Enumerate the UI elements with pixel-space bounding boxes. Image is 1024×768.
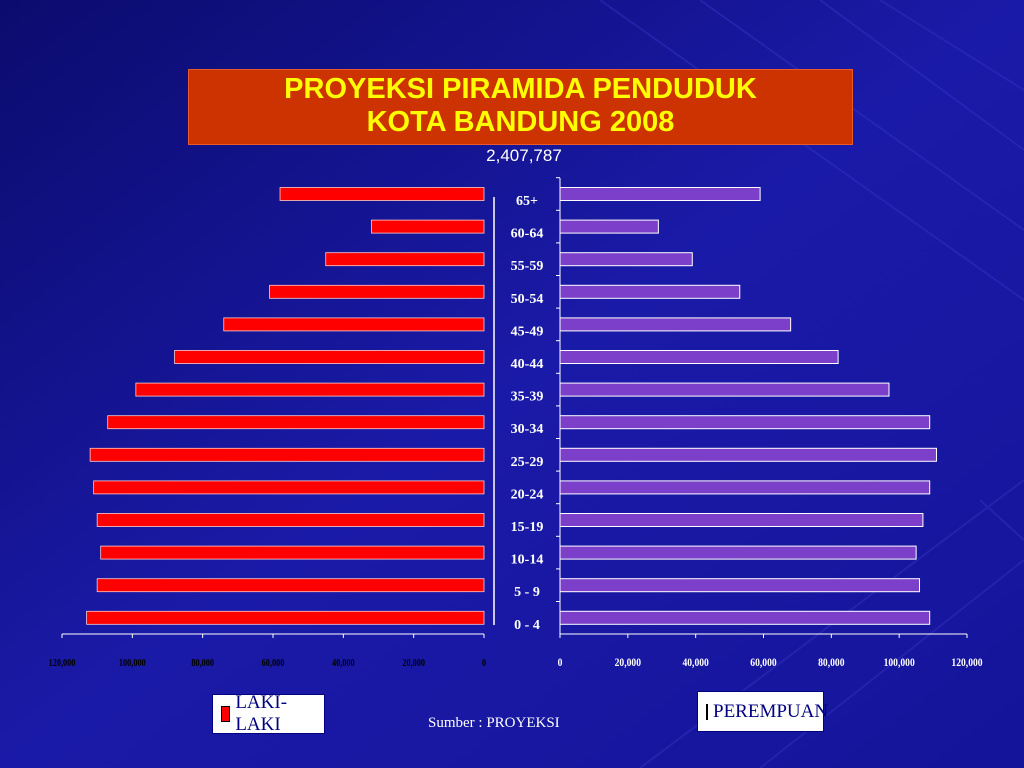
male-bar-11 <box>100 545 485 560</box>
right-x-tick-label-6: 120,000 <box>951 656 983 669</box>
male-bar-4 <box>223 317 485 332</box>
legend-female-swatch <box>706 703 708 720</box>
age-group-label-5: 40-44 <box>511 357 544 372</box>
female-bar-13 <box>559 610 931 625</box>
male-bar-9 <box>93 480 485 495</box>
left-x-tick-label-3: 60,000 <box>262 657 285 669</box>
age-group-label-8: 25-29 <box>511 455 544 470</box>
female-bar-12 <box>559 578 921 593</box>
left-x-tick-label-5: 20,000 <box>402 657 425 669</box>
age-group-label-4: 45-49 <box>511 324 544 339</box>
right-x-tick-label-0: 0 <box>558 656 563 669</box>
female-bar-6 <box>559 382 890 397</box>
female-bar-10 <box>559 513 924 527</box>
left-x-tick-label-0: 120,000 <box>49 657 76 669</box>
male-bar-12 <box>96 578 485 593</box>
age-group-label-1: 60-64 <box>511 227 544 242</box>
left-x-tick-label-6: 0 <box>482 657 486 669</box>
legend-male: LAKI-LAKI <box>212 692 325 735</box>
title-line-1: PROYEKSI PIRAMIDA PENDUDUK <box>284 73 757 105</box>
age-group-label-12: 5 - 9 <box>514 585 540 600</box>
male-bar-7 <box>107 415 485 430</box>
legend-female-label: PEREMPUAN <box>713 700 829 722</box>
title-line-2: KOTA BANDUNG 2008 <box>366 106 675 138</box>
female-bar-2 <box>559 252 693 267</box>
age-group-label-2: 55-59 <box>511 259 544 274</box>
female-bar-0 <box>559 187 761 201</box>
age-group-label-10: 15-19 <box>511 520 544 535</box>
female-bar-11 <box>559 545 917 560</box>
source-note: Sumber : PROYEKSI <box>428 715 560 731</box>
age-group-label-3: 50-54 <box>511 292 544 307</box>
legend-male-label: LAKI-LAKI <box>235 692 288 735</box>
total-population: 2,407,787 <box>486 146 562 165</box>
right-x-tick-label-1: 20,000 <box>615 656 642 669</box>
age-group-label-13: 0 - 4 <box>514 618 540 633</box>
male-bar-3 <box>269 284 485 299</box>
age-group-label-9: 20-24 <box>511 487 544 502</box>
male-bar-10 <box>96 513 485 527</box>
male-bar-5 <box>174 350 485 364</box>
age-group-label-0: 65+ <box>516 194 538 209</box>
right-x-tick-label-3: 60,000 <box>750 656 777 669</box>
female-bar-4 <box>559 317 792 332</box>
age-group-label-11: 10-14 <box>511 553 544 568</box>
right-x-tick-label-2: 40,000 <box>682 656 709 669</box>
legend-male-swatch <box>221 706 231 722</box>
female-bar-8 <box>559 447 937 462</box>
male-bar-6 <box>135 382 485 397</box>
female-bar-1 <box>559 219 659 234</box>
legend-female: PEREMPUAN <box>697 691 828 732</box>
female-bar-9 <box>559 480 931 495</box>
female-bar-7 <box>559 415 931 430</box>
age-group-label-7: 30-34 <box>511 422 544 437</box>
male-bar-0 <box>279 187 485 201</box>
female-bar-5 <box>559 350 839 364</box>
male-bar-1 <box>371 219 485 234</box>
left-x-tick-label-1: 100,000 <box>119 657 146 669</box>
left-x-tick-label-2: 80,000 <box>191 657 214 669</box>
male-bar-2 <box>325 252 485 267</box>
female-bar-3 <box>559 284 741 299</box>
title-box: PROYEKSI PIRAMIDA PENDUDUK KOTA BANDUNG … <box>188 69 853 145</box>
age-group-label-6: 35-39 <box>511 390 544 405</box>
male-bar-13 <box>86 610 485 625</box>
right-x-tick-label-5: 100,000 <box>884 656 916 669</box>
male-bar-8 <box>89 447 485 462</box>
right-x-tick-label-4: 80,000 <box>818 656 845 669</box>
left-x-tick-label-4: 40,000 <box>332 657 355 669</box>
